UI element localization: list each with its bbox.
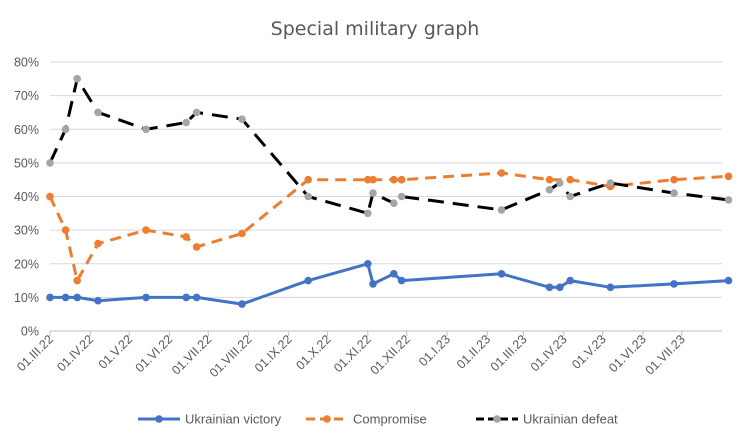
data-point-ukrainian-victory bbox=[397, 276, 406, 285]
data-point-ukrainian-defeat bbox=[364, 209, 372, 218]
series-ukrainian-defeat bbox=[46, 75, 733, 218]
series-ukrainian-victory bbox=[46, 260, 733, 308]
data-point-ukrainian-defeat bbox=[724, 196, 733, 204]
data-point-ukrainian-defeat bbox=[61, 125, 70, 134]
series-line-ukrainian-defeat bbox=[48, 77, 729, 215]
x-tick-label: 01.XII.22 bbox=[368, 332, 413, 377]
data-point-ukrainian-victory bbox=[606, 283, 615, 292]
data-point-ukrainian-defeat bbox=[606, 179, 615, 187]
y-axis-ticks: 0% 10% 20% 30% 40% 50% 60% 70% 80% bbox=[14, 56, 39, 339]
data-point-ukrainian-victory bbox=[73, 293, 81, 302]
data-point-ukrainian-defeat bbox=[566, 192, 574, 201]
data-point-ukrainian-victory bbox=[566, 276, 574, 285]
x-tick-label: 01.III.23 bbox=[488, 332, 530, 374]
x-tick-label: 01.IX.22 bbox=[252, 332, 295, 375]
data-point-ukrainian-victory bbox=[369, 280, 377, 288]
data-point-ukrainian-defeat bbox=[369, 189, 377, 197]
chart-title: Special military graph bbox=[271, 18, 480, 40]
y-tick-label: 30% bbox=[14, 224, 39, 238]
gridlines bbox=[50, 61, 722, 332]
series-compromise bbox=[46, 169, 733, 285]
x-tick-label: 01.V.22 bbox=[96, 332, 136, 372]
y-tick-label: 70% bbox=[14, 89, 39, 103]
data-point-compromise bbox=[142, 226, 150, 234]
data-point-ukrainian-victory bbox=[545, 283, 554, 292]
data-point-ukrainian-defeat bbox=[670, 189, 678, 197]
data-point-ukrainian-victory bbox=[670, 280, 678, 288]
data-point-compromise bbox=[566, 175, 574, 184]
y-tick-label: 20% bbox=[14, 257, 39, 271]
legend-marker-ukrainian-defeat bbox=[493, 415, 501, 423]
x-tick-label: 01.VII.23 bbox=[643, 332, 688, 377]
data-point-compromise bbox=[304, 175, 313, 184]
y-tick-label: 50% bbox=[14, 156, 39, 170]
data-point-compromise bbox=[94, 239, 102, 248]
data-point-ukrainian-defeat bbox=[192, 108, 201, 117]
y-tick-label: 10% bbox=[14, 291, 39, 305]
data-point-ukrainian-victory bbox=[364, 260, 372, 268]
data-point-ukrainian-defeat bbox=[397, 192, 406, 201]
data-point-ukrainian-victory bbox=[94, 296, 102, 305]
data-point-ukrainian-defeat bbox=[73, 75, 81, 83]
series-line-ukrainian-victory bbox=[50, 262, 729, 306]
data-point-compromise bbox=[545, 175, 554, 184]
data-point-ukrainian-defeat bbox=[142, 125, 150, 134]
data-point-ukrainian-defeat bbox=[46, 159, 54, 167]
data-point-ukrainian-defeat bbox=[304, 192, 313, 201]
data-point-compromise bbox=[364, 175, 372, 184]
data-point-ukrainian-victory bbox=[497, 270, 506, 278]
data-point-compromise bbox=[46, 192, 54, 201]
legend-label-compromise: Compromise bbox=[353, 412, 427, 427]
legend: Ukrainian victory Compromise Ukrainian def… bbox=[138, 412, 618, 427]
series-layer bbox=[46, 75, 733, 308]
data-point-ukrainian-defeat bbox=[545, 186, 554, 194]
y-tick-label: 0% bbox=[21, 325, 39, 339]
x-tick-label: 01.I.23 bbox=[416, 332, 453, 369]
series-line-compromise bbox=[48, 171, 729, 283]
data-point-compromise bbox=[73, 276, 81, 285]
data-point-compromise bbox=[390, 175, 398, 184]
y-tick-label: 80% bbox=[14, 56, 39, 70]
data-point-ukrainian-defeat bbox=[390, 199, 398, 207]
data-point-ukrainian-victory bbox=[724, 276, 733, 285]
data-point-compromise bbox=[397, 175, 406, 184]
data-point-ukrainian-victory bbox=[556, 283, 564, 292]
legend-label-ukrainian-defeat: Ukrainian defeat bbox=[523, 412, 618, 427]
y-tick-label: 60% bbox=[14, 123, 39, 137]
data-point-compromise bbox=[192, 243, 201, 251]
data-point-ukrainian-victory bbox=[192, 293, 201, 302]
data-point-ukrainian-defeat bbox=[556, 179, 564, 187]
data-point-compromise bbox=[61, 226, 70, 234]
legend-marker-ukrainian-victory bbox=[155, 415, 163, 423]
data-point-compromise bbox=[497, 169, 506, 177]
data-point-compromise bbox=[238, 229, 246, 238]
data-point-compromise bbox=[369, 175, 377, 184]
data-point-ukrainian-defeat bbox=[238, 115, 246, 123]
data-point-ukrainian-defeat bbox=[182, 118, 190, 127]
data-point-compromise bbox=[670, 175, 678, 184]
data-point-ukrainian-victory bbox=[390, 270, 398, 278]
data-point-compromise bbox=[724, 172, 733, 181]
legend-marker-compromise bbox=[323, 415, 331, 423]
x-tick-label: 01.VIII.22 bbox=[207, 332, 255, 380]
data-point-compromise bbox=[182, 233, 190, 241]
data-point-ukrainian-defeat bbox=[497, 206, 506, 214]
data-point-ukrainian-victory bbox=[238, 300, 246, 308]
data-point-ukrainian-victory bbox=[304, 276, 313, 285]
data-point-ukrainian-defeat bbox=[94, 108, 102, 117]
x-tick-label: 01.IV.22 bbox=[54, 332, 96, 374]
x-tick-label: 01.II.23 bbox=[454, 332, 493, 371]
data-point-ukrainian-victory bbox=[142, 293, 150, 302]
y-tick-label: 40% bbox=[14, 190, 39, 204]
data-point-ukrainian-victory bbox=[46, 293, 54, 302]
data-point-ukrainian-victory bbox=[61, 293, 70, 302]
x-tick-label: 01.IV.23 bbox=[528, 332, 570, 374]
x-tick-label: 01.X.22 bbox=[293, 332, 333, 372]
legend-label-ukrainian-victory: Ukrainian victory bbox=[185, 412, 282, 427]
x-tick-label: 01.V.23 bbox=[569, 332, 609, 372]
data-point-ukrainian-victory bbox=[182, 293, 190, 302]
